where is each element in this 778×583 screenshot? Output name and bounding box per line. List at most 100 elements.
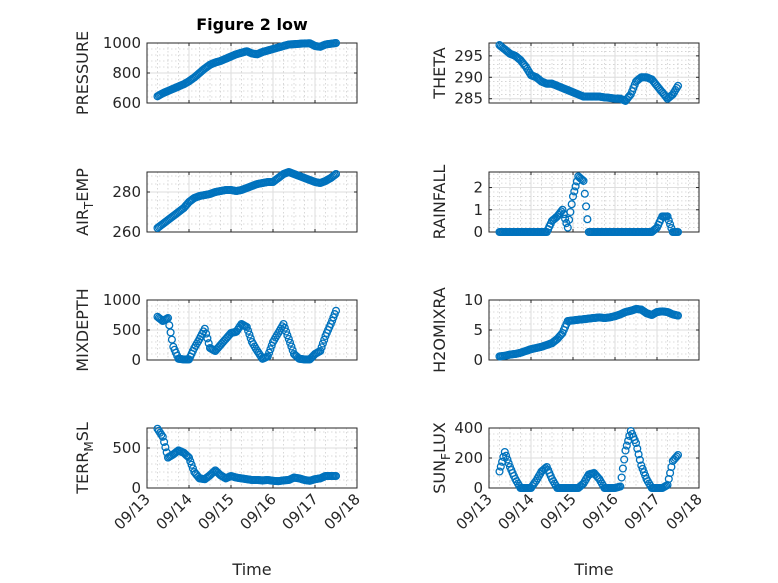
x-axis-label-right: Time (573, 560, 613, 579)
data-point (673, 311, 683, 320)
y-axis-label: H2OMIXRA (430, 287, 449, 373)
y-axis-label: TERRMSL (73, 422, 96, 495)
data-point (233, 325, 242, 334)
x-tick-label: 09/16 (579, 490, 622, 533)
subplot-mixdepth: 0 500 1000 MIXDEPTH (73, 288, 358, 372)
y-tick-label: 0 (473, 351, 483, 369)
y-axis-label-tail: SL (73, 422, 92, 441)
data-point (284, 334, 293, 344)
y-tick-label: 295 (454, 47, 483, 65)
data-point (265, 348, 274, 357)
data-point (157, 430, 166, 439)
y-tick-label: 1000 (103, 291, 141, 309)
data-point (283, 331, 292, 340)
y-axis-label: THETA (430, 47, 449, 99)
data-point (503, 455, 512, 464)
data-point (203, 334, 212, 343)
y-tick-label: 285 (454, 90, 483, 108)
data-point (200, 324, 209, 333)
data-point (266, 345, 275, 354)
y-axis-label-tail: LUX (430, 422, 449, 453)
data-point (673, 227, 683, 237)
y-axis-label-main: AIR (73, 209, 92, 236)
data-point (263, 352, 272, 361)
data-point (583, 215, 592, 224)
x-tick-label: 09/16 (237, 490, 280, 533)
data-point (331, 38, 341, 48)
y-tick-label: 500 (112, 321, 141, 339)
subplot-rainfall: 0 1 2 RAINFALL (430, 165, 700, 241)
y-axis-label-main: H2OMIXRA (430, 287, 449, 373)
x-tick-label: 09/14 (153, 490, 196, 533)
y-tick-label: 400 (454, 419, 483, 437)
y-tick-label: 0 (131, 351, 141, 369)
y-tick-label: 5 (473, 321, 483, 339)
figure-title: Figure 2 low (196, 15, 308, 34)
data-point (563, 223, 572, 232)
data-point (565, 215, 574, 224)
subplot-h2omixra: 0 5 10 H2OMIXRA (430, 287, 700, 373)
data-point (184, 453, 194, 462)
data-point (500, 447, 509, 457)
y-axis-label: MIXDEPTH (73, 288, 92, 371)
x-tick-label: 09/18 (663, 490, 706, 533)
y-axis-label: AIRTEMP (73, 168, 96, 236)
y-axis-label-main: MIXDEPTH (73, 288, 92, 371)
data-point (318, 339, 327, 348)
y-axis-label: PRESSURE (73, 31, 92, 115)
y-tick-label: 2 (473, 179, 483, 197)
data-point (635, 455, 644, 464)
y-axis-label: SUNFLUX (430, 422, 453, 494)
y-tick-label: 0 (473, 223, 483, 241)
data-point (580, 189, 589, 198)
x-tick-label: 09/15 (537, 490, 580, 533)
x-tick-label: 09/15 (195, 490, 238, 533)
y-tick-label: 260 (112, 223, 141, 241)
data-point (663, 212, 672, 221)
data-point (280, 323, 289, 332)
subplot-airemp: 260 280 AIRTEMP (73, 168, 358, 241)
data-point (282, 327, 291, 336)
data-point (664, 216, 673, 225)
data-point (245, 330, 254, 339)
data-point (495, 467, 504, 476)
data-point (502, 451, 511, 460)
data-point (620, 455, 629, 464)
data-point (186, 457, 195, 466)
data-point (287, 342, 296, 351)
data-point (286, 338, 295, 347)
x-axis-label-left: Time (231, 560, 271, 579)
data-point (673, 81, 683, 90)
y-tick-label: 290 (454, 68, 483, 86)
data-point (331, 471, 341, 481)
subplot-sunlux: 020040009/1309/1409/1509/1609/1709/18SUN… (430, 419, 706, 533)
data-point (616, 482, 625, 491)
data-point (161, 443, 170, 452)
y-axis-label-main: THETA (430, 47, 449, 99)
data-point (153, 424, 162, 433)
axes-box (146, 427, 358, 489)
data-point (622, 441, 631, 450)
axes-background (489, 172, 699, 232)
data-point (254, 348, 263, 357)
y-axis-label-main: SUN (430, 460, 449, 494)
data-point (244, 326, 253, 335)
data-point (561, 214, 570, 223)
data-point (570, 187, 579, 196)
y-axis-label-main: PRESSURE (73, 31, 92, 115)
data-point (156, 428, 165, 437)
y-tick-label: 0 (131, 479, 141, 497)
data-point (182, 451, 191, 460)
data-point (578, 175, 587, 184)
data-point (568, 192, 578, 201)
subplot-theta: 285 290 295 THETA (430, 41, 700, 108)
data-point (558, 205, 567, 214)
y-tick-label: 1000 (103, 34, 141, 52)
y-tick-label: 600 (112, 94, 141, 112)
y-axis-label-tail: EMP (73, 168, 92, 202)
data-point (316, 346, 325, 356)
y-axis-label: RAINFALL (430, 165, 449, 240)
data-point (187, 460, 196, 469)
